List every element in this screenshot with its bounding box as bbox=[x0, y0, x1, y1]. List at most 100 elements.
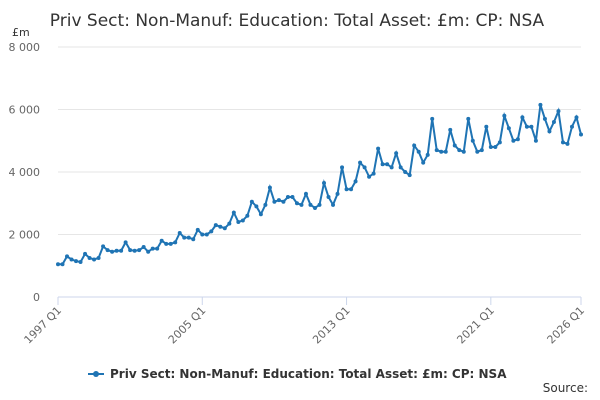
marker bbox=[294, 201, 299, 206]
marker bbox=[227, 221, 232, 226]
marker bbox=[213, 223, 218, 228]
marker bbox=[542, 116, 547, 121]
marker bbox=[538, 102, 543, 107]
marker bbox=[101, 244, 106, 249]
marker bbox=[403, 170, 408, 174]
marker bbox=[358, 160, 363, 165]
marker bbox=[430, 116, 435, 121]
y-tick-label: 8 000 bbox=[9, 41, 41, 54]
marker bbox=[204, 232, 209, 237]
marker bbox=[452, 143, 457, 148]
marker bbox=[380, 162, 385, 167]
marker bbox=[326, 195, 331, 199]
marker bbox=[376, 146, 381, 151]
marker bbox=[132, 248, 137, 253]
marker bbox=[479, 148, 484, 153]
marker bbox=[560, 140, 565, 145]
marker bbox=[362, 165, 367, 170]
marker bbox=[186, 235, 191, 240]
marker bbox=[475, 149, 480, 154]
marker bbox=[353, 179, 358, 184]
marker bbox=[83, 251, 88, 256]
marker bbox=[466, 116, 471, 121]
marker bbox=[457, 148, 462, 153]
marker bbox=[56, 262, 60, 267]
source: Source: bbox=[543, 381, 588, 395]
marker bbox=[569, 124, 574, 129]
marker bbox=[267, 185, 272, 190]
marker bbox=[240, 218, 245, 223]
marker bbox=[331, 202, 336, 207]
marker bbox=[218, 224, 223, 229]
marker bbox=[150, 246, 155, 251]
marker bbox=[556, 109, 561, 114]
marker bbox=[69, 257, 74, 262]
marker bbox=[78, 260, 83, 264]
marker bbox=[520, 115, 525, 120]
marker bbox=[416, 149, 421, 154]
marker bbox=[105, 248, 110, 253]
marker bbox=[114, 248, 119, 253]
marker bbox=[398, 165, 403, 170]
marker bbox=[177, 230, 182, 235]
y-tick-label: 6 000 bbox=[9, 104, 41, 117]
line bbox=[58, 104, 582, 266]
x-tick-label: 2005 Q1 bbox=[166, 304, 209, 347]
marker bbox=[565, 141, 570, 146]
marker bbox=[533, 138, 538, 143]
marker bbox=[123, 240, 128, 245]
marker bbox=[574, 115, 579, 120]
y-tick-label: 4 000 bbox=[9, 166, 41, 179]
marker bbox=[92, 257, 97, 262]
marker bbox=[511, 138, 516, 143]
marker bbox=[529, 124, 534, 129]
marker bbox=[96, 255, 101, 260]
marker bbox=[371, 171, 376, 176]
x-tick-label: 1997 Q1 bbox=[22, 304, 65, 347]
marker bbox=[65, 254, 70, 259]
marker bbox=[173, 240, 178, 245]
marker bbox=[394, 151, 399, 156]
marker bbox=[389, 165, 394, 170]
marker bbox=[551, 120, 556, 124]
marker bbox=[281, 199, 286, 204]
marker bbox=[515, 137, 520, 142]
marker bbox=[87, 255, 92, 260]
marker bbox=[335, 191, 340, 196]
marker bbox=[276, 198, 281, 203]
marker bbox=[421, 160, 426, 165]
marker bbox=[434, 148, 439, 153]
marker bbox=[159, 238, 164, 243]
marker bbox=[128, 248, 133, 253]
marker bbox=[299, 202, 304, 207]
marker bbox=[461, 149, 466, 154]
legend-marker bbox=[93, 371, 99, 377]
x-tick-label: 2026 Q1 bbox=[545, 304, 588, 347]
marker bbox=[110, 249, 115, 254]
marker bbox=[385, 162, 390, 167]
marker bbox=[74, 259, 79, 264]
chart-title: Priv Sect: Non-Manuf: Education: Total A… bbox=[50, 11, 545, 31]
marker bbox=[340, 165, 345, 170]
marker bbox=[236, 220, 241, 224]
marker bbox=[258, 212, 263, 217]
marker bbox=[195, 227, 200, 232]
marker bbox=[209, 229, 214, 234]
marker bbox=[497, 140, 502, 145]
marker bbox=[168, 241, 173, 246]
marker bbox=[254, 204, 259, 209]
x-tick-label: 2013 Q1 bbox=[310, 304, 353, 347]
marker bbox=[137, 248, 142, 253]
marker bbox=[547, 129, 552, 134]
marker bbox=[488, 145, 493, 149]
marker bbox=[200, 232, 205, 237]
marker bbox=[303, 191, 308, 196]
marker bbox=[317, 202, 322, 207]
marker bbox=[425, 152, 430, 157]
marker bbox=[470, 138, 475, 143]
y-tick-label: 0 bbox=[33, 291, 40, 304]
marker bbox=[344, 187, 349, 192]
marker bbox=[493, 145, 498, 149]
marker bbox=[290, 195, 295, 199]
